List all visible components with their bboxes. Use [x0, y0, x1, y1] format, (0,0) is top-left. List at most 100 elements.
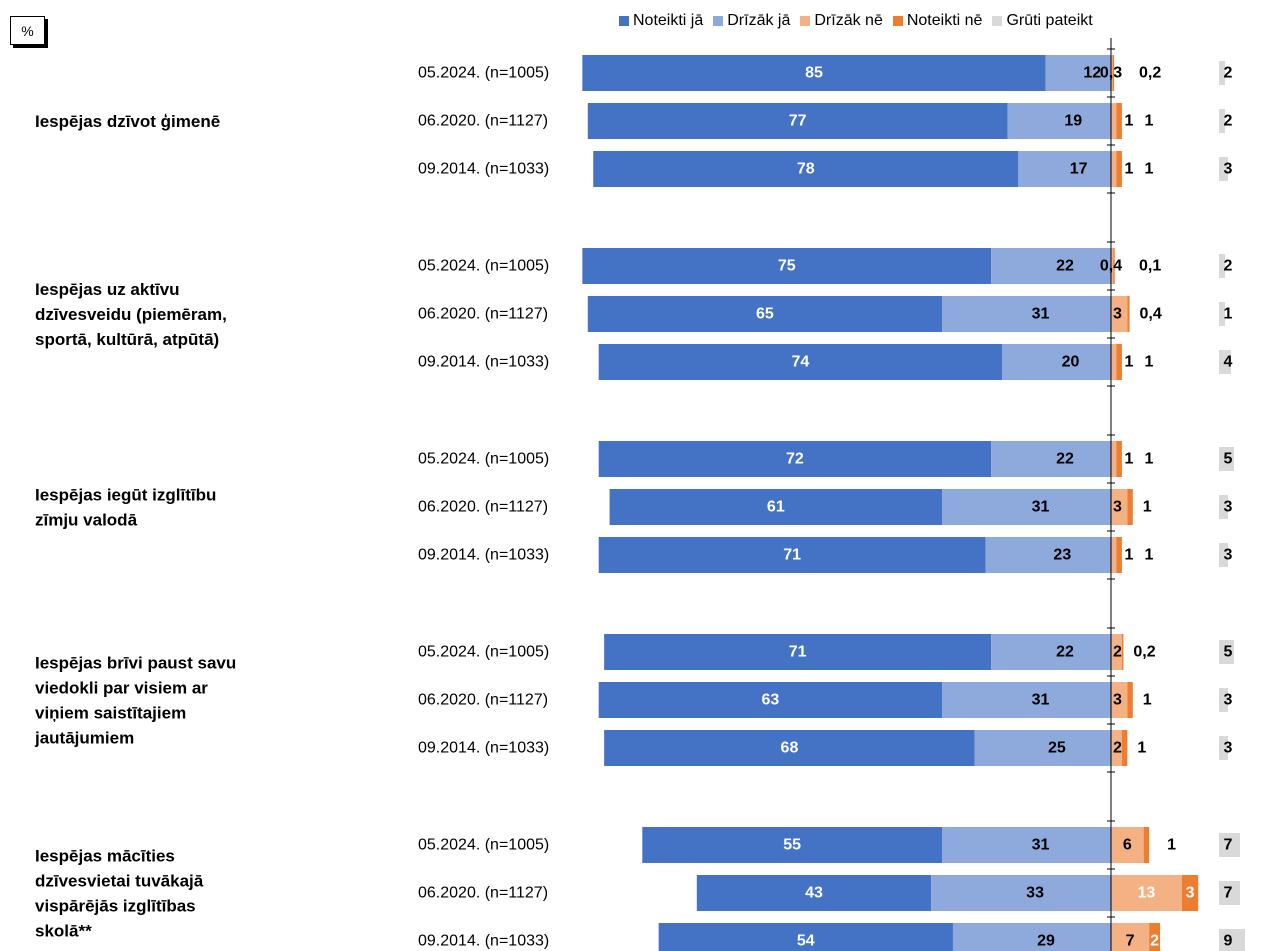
- data-label-drizak-ja: 19: [1064, 113, 1082, 130]
- category-label-line: dzīvesveidu (piemēram,: [35, 305, 227, 324]
- bar-noteikti-ne: [1116, 344, 1122, 380]
- data-label-drizak-ja: 25: [1048, 740, 1066, 757]
- bar-noteikti-ja: [582, 55, 1046, 91]
- data-label-drizak-ne: 1: [1125, 161, 1134, 178]
- legend-label-drizak-ja: Drīzāk jā: [727, 12, 791, 29]
- category-label-line: vispārējās izglītības: [35, 896, 196, 915]
- bar-drizak-ne: [1111, 151, 1117, 187]
- bar-drizak-ne: [1111, 634, 1122, 670]
- data-label-noteikti-ne: 0,1: [1139, 258, 1161, 275]
- bar-noteikti-ne: [1116, 441, 1122, 477]
- data-label-noteikti-ja: 77: [789, 113, 807, 130]
- data-label-noteikti-ja: 54: [797, 933, 815, 950]
- wave-label: 05.2024. (n=1005): [418, 644, 549, 661]
- data-label-drizak-ne: 1: [1125, 354, 1134, 371]
- data-label-drizak-ja: 20: [1062, 354, 1080, 371]
- bar-drizak-ja: [991, 634, 1111, 670]
- data-label-drizak-ne: 7: [1126, 933, 1135, 950]
- wave-label: 06.2020. (n=1127): [418, 306, 548, 323]
- category-label-line: sportā, kultūrā, atpūtā): [35, 330, 219, 349]
- bar-noteikti-ja: [696, 875, 932, 911]
- legend-swatch-gruti-pateikt: [992, 16, 1003, 26]
- legend-swatch-drizak-ja: [713, 16, 724, 26]
- data-label-noteikti-ja: 71: [789, 644, 807, 661]
- bar-drizak-ja: [1002, 344, 1111, 380]
- wave-label: 09.2014. (n=1033): [418, 354, 549, 371]
- category-label: Iespējas brīvi paust savu viedokli par vi…: [34, 653, 236, 747]
- bar-drizak-ja: [985, 537, 1111, 573]
- bar-noteikti-ja: [587, 296, 943, 332]
- data-label-gruti-pateikt: 5: [1224, 451, 1233, 468]
- data-label-drizak-ne: 3: [1113, 499, 1122, 516]
- category-label-line: viņiem saistītajiem: [35, 703, 186, 722]
- bar-drizak-ja: [991, 441, 1111, 477]
- category-label: Iespējas dzīvot ģimenē: [35, 112, 220, 131]
- legend-swatch-noteikti-ne: [892, 16, 903, 26]
- legend-label-noteikti-ja: Noteikti jā: [633, 12, 704, 29]
- bar-noteikti-ja: [593, 151, 1019, 187]
- data-label-noteikti-ne: 0,4: [1140, 306, 1162, 323]
- bar-drizak-ne: [1111, 923, 1150, 951]
- category-label-line: viedokli par visiem ar: [35, 678, 208, 697]
- legend-item-noteikti-ne: Noteikti nē: [892, 12, 983, 30]
- bar-drizak-ja: [1045, 55, 1111, 91]
- wave-label: 09.2014. (n=1033): [418, 740, 549, 757]
- bar-drizak-ja: [1007, 103, 1111, 139]
- bar-gruti-pateikt: [1219, 302, 1225, 326]
- bar-noteikti-ja: [658, 923, 953, 951]
- data-label-noteikti-ne: 2: [1150, 933, 1159, 950]
- bar-noteikti-ne: [1127, 489, 1133, 525]
- bar-drizak-ne: [1111, 103, 1117, 139]
- bar-drizak-ja: [942, 682, 1111, 718]
- category-label-line: jautājumiem: [34, 728, 134, 747]
- bar-noteikti-ne: [1121, 730, 1128, 766]
- bar-noteikti-ja: [598, 682, 943, 718]
- category-label-line: Iespējas iegūt izglītību: [35, 485, 216, 504]
- data-label-noteikti-ja: 65: [756, 306, 774, 323]
- bar-drizak-ja: [1018, 151, 1111, 187]
- legend-label-noteikti-ne: Noteikti nē: [906, 12, 983, 29]
- bar-noteikti-ja: [604, 634, 992, 670]
- data-label-gruti-pateikt: 7: [1224, 885, 1233, 902]
- bar-gruti-pateikt: [1219, 929, 1245, 951]
- data-label-noteikti-ja: 72: [786, 451, 804, 468]
- bar-drizak-ja: [942, 827, 1111, 863]
- legend-label-drizak-ne: Drīzāk nē: [814, 12, 883, 29]
- bar-noteikti-ne: [1116, 537, 1122, 573]
- data-label-noteikti-ne: 1: [1143, 692, 1152, 709]
- data-label-noteikti-ne: 1: [1137, 740, 1146, 757]
- legend-item-noteikti-ja: Noteikti jā: [619, 12, 703, 30]
- data-label-gruti-pateikt: 9: [1224, 933, 1233, 950]
- data-label-drizak-ja: 31: [1032, 837, 1050, 854]
- unit-label: %: [10, 16, 45, 45]
- wave-label: 09.2014. (n=1033): [418, 933, 549, 950]
- wave-label: 09.2014. (n=1033): [418, 547, 549, 564]
- data-label-gruti-pateikt: 1: [1224, 306, 1233, 323]
- bar-noteikti-ja: [587, 103, 1008, 139]
- bar-noteikti-ja: [609, 489, 943, 525]
- bar-gruti-pateikt: [1219, 640, 1234, 664]
- data-label-noteikti-ja: 71: [783, 547, 801, 564]
- wave-label: 05.2024. (n=1005): [418, 65, 549, 82]
- bar-gruti-pateikt: [1219, 881, 1240, 905]
- data-label-gruti-pateikt: 5: [1224, 644, 1233, 661]
- bar-noteikti-ne: [1181, 875, 1199, 911]
- bar-gruti-pateikt: [1219, 61, 1225, 85]
- wave-label: 09.2014. (n=1033): [418, 161, 549, 178]
- data-label-noteikti-ne: 1: [1143, 499, 1152, 516]
- data-label-noteikti-ne: 1: [1145, 161, 1154, 178]
- legend-swatch-noteikti-ja: [619, 16, 629, 26]
- bar-noteikti-ne: [1121, 634, 1124, 670]
- category-label-line: Iespējas mācīties: [35, 846, 175, 865]
- bar-noteikti-ja: [582, 248, 992, 284]
- data-label-noteikti-ne: 0,2: [1133, 644, 1155, 661]
- data-label-noteikti-ne: 0,2: [1139, 65, 1161, 82]
- data-label-drizak-ne: 2: [1113, 644, 1122, 661]
- chart-legend: Noteikti jā Drīzāk jā Drīzāk nē Noteikti…: [619, 10, 1103, 32]
- data-label-drizak-ja: 23: [1053, 547, 1071, 564]
- data-label-noteikti-ja: 85: [805, 65, 823, 82]
- bar-gruti-pateikt: [1219, 495, 1228, 519]
- data-label-noteikti-ja: 61: [767, 499, 785, 516]
- legend-label-gruti-pateikt: Grūti pateikt: [1006, 12, 1093, 29]
